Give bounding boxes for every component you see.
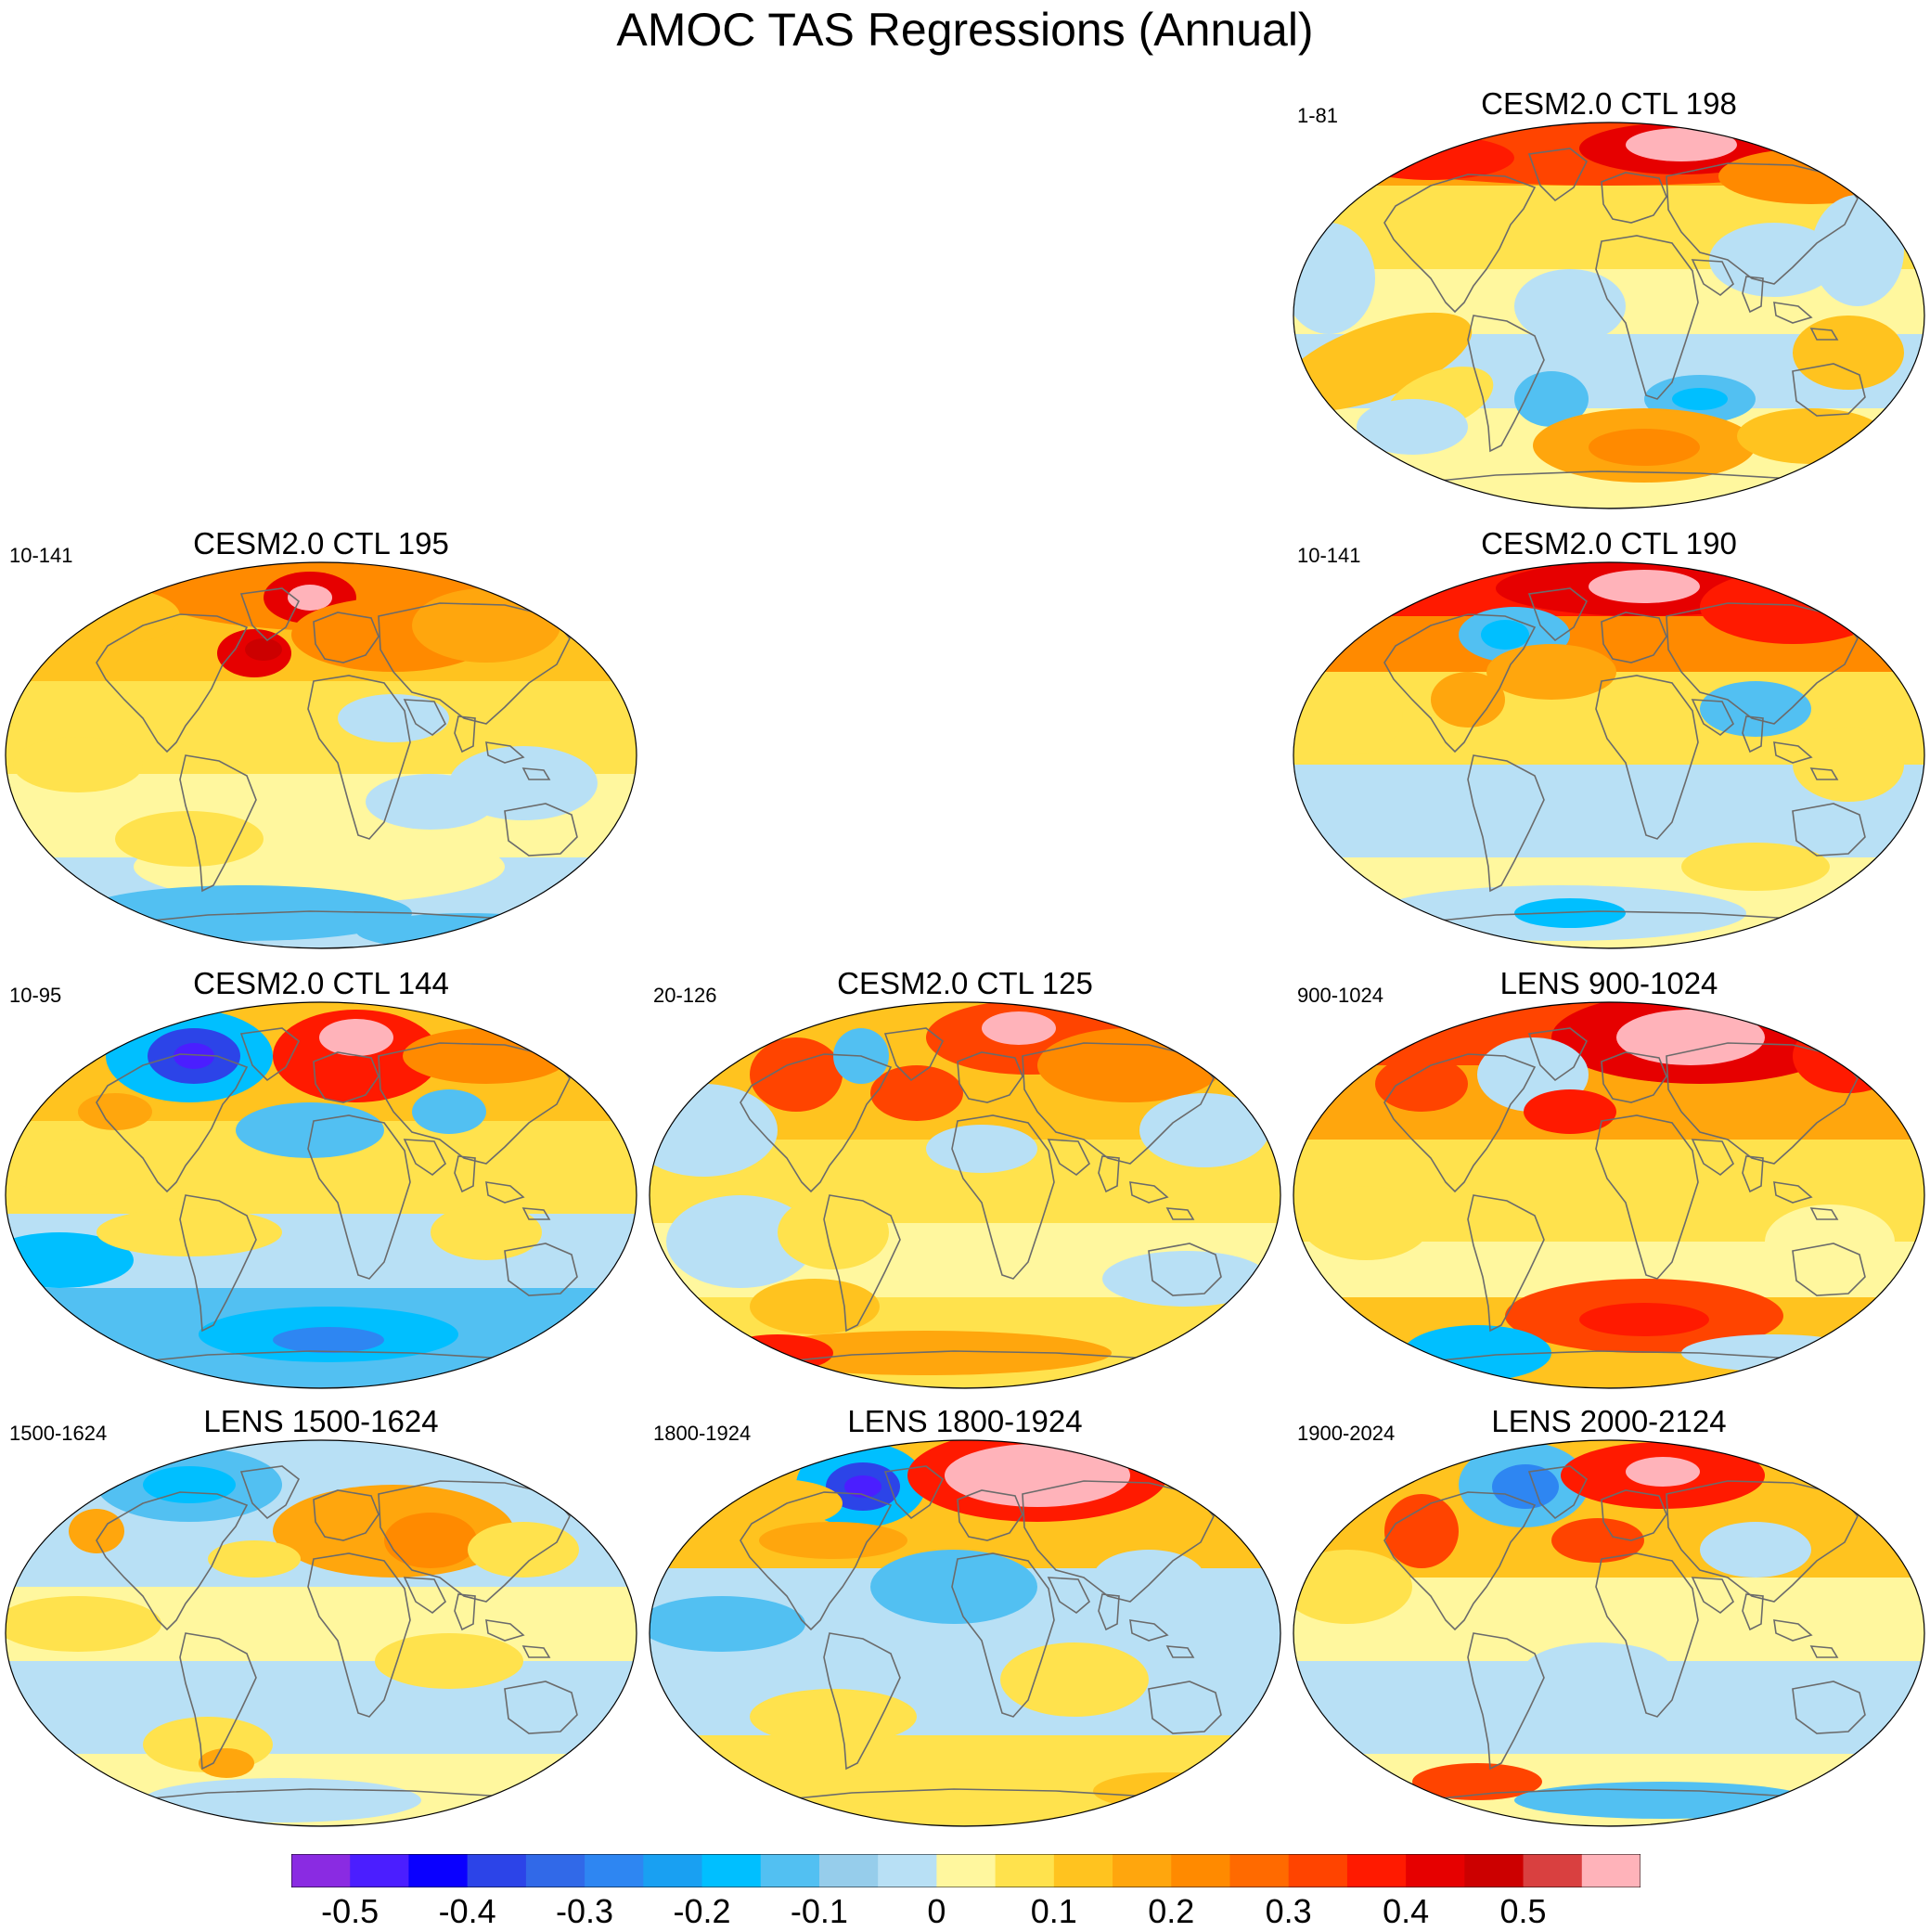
panel-year-range: 1500-1624 xyxy=(9,1422,108,1445)
colorbar-swatch xyxy=(350,1854,409,1887)
world-map xyxy=(1293,561,1925,949)
colorbar-swatch xyxy=(408,1854,469,1887)
map-panel-lens900: LENS 900-1024 900-1024 xyxy=(1288,965,1930,1389)
colorbar-tick-label: -0.3 xyxy=(556,1892,614,1930)
anomaly-field xyxy=(6,562,637,948)
panel-year-range: 900-1024 xyxy=(1297,984,1383,1007)
panel-year-range: 10-141 xyxy=(1297,544,1361,567)
world-map xyxy=(1293,122,1925,509)
colorbar-swatch xyxy=(1113,1854,1172,1887)
panel-title: LENS 1500-1624 xyxy=(203,1404,439,1438)
map-panel-ctl144: CESM2.0 CTL 144 10-95 xyxy=(0,965,642,1389)
anomaly-field xyxy=(1293,122,1924,509)
panel-year-range: 20-126 xyxy=(653,984,717,1007)
panel-title: CESM2.0 CTL 195 xyxy=(193,526,449,560)
map-boundary xyxy=(5,1439,637,1827)
colorbar-swatch xyxy=(1053,1854,1113,1887)
colorbar-tick-label: -0.2 xyxy=(673,1892,731,1930)
map-boundary xyxy=(1293,561,1925,949)
colorbar-swatch xyxy=(525,1854,585,1887)
colorbar-tick-label: 0.4 xyxy=(1383,1892,1430,1930)
map-boundary xyxy=(1293,122,1925,509)
colorbar-tick-label: 0.2 xyxy=(1148,1892,1195,1930)
colorbar-swatch xyxy=(995,1854,1055,1887)
panel-year-range: 1900-2024 xyxy=(1297,1422,1396,1445)
map-boundary xyxy=(5,1001,637,1389)
colorbar-tick-label: 0.5 xyxy=(1499,1892,1547,1930)
map-boundary xyxy=(1293,1439,1925,1827)
figure-title: AMOC TAS Regressions (Annual) xyxy=(616,4,1314,56)
colorbar-tick-label: -0.1 xyxy=(790,1892,848,1930)
map-panel-lens1800: LENS 1800-1924 1800-1924 xyxy=(644,1403,1286,1827)
panel-title: CESM2.0 CTL 190 xyxy=(1481,526,1737,560)
colorbar-swatch xyxy=(291,1854,351,1887)
colorbar-swatch xyxy=(818,1854,879,1887)
map-panel-ctl190: CESM2.0 CTL 190 10-141 xyxy=(1288,525,1930,949)
world-map xyxy=(649,1439,1281,1827)
colorbar-swatch xyxy=(1406,1854,1465,1887)
colorbar-swatch xyxy=(936,1854,997,1887)
map-boundary xyxy=(649,1001,1281,1389)
colorbar-swatch xyxy=(1581,1854,1640,1887)
colorbar-tick-label: 0.3 xyxy=(1265,1892,1312,1930)
colorbar-swatch xyxy=(1523,1854,1583,1887)
panel-year-range: 10-95 xyxy=(9,984,62,1007)
colorbar-swatch xyxy=(701,1854,762,1887)
world-map xyxy=(5,561,637,949)
world-map xyxy=(1293,1001,1925,1389)
colorbar-swatch xyxy=(643,1854,703,1887)
map-panel-ctl125: CESM2.0 CTL 125 20-126 xyxy=(644,965,1286,1389)
world-map xyxy=(649,1001,1281,1389)
map-panel-lens2000: LENS 2000-2124 1900-2024 xyxy=(1288,1403,1930,1827)
map-panel-ctl198: CESM2.0 CTL 198 1-81 xyxy=(1288,85,1930,509)
colorbar-tick-label: -0.5 xyxy=(321,1892,380,1930)
panel-title: CESM2.0 CTL 125 xyxy=(837,966,1093,1000)
panel-year-range: 1800-1924 xyxy=(653,1422,752,1445)
panel-title: LENS 2000-2124 xyxy=(1491,1404,1727,1438)
panel-year-range: 1-81 xyxy=(1297,104,1339,127)
colorbar-swatch xyxy=(585,1854,644,1887)
panel-year-range: 10-141 xyxy=(9,544,73,567)
panel-title: LENS 900-1024 xyxy=(1499,966,1718,1000)
colorbar-swatch xyxy=(1346,1854,1407,1887)
world-map xyxy=(1293,1439,1925,1827)
colorbar-swatch xyxy=(1171,1854,1230,1887)
world-map xyxy=(5,1001,637,1389)
colorbar-tick-label: 0.1 xyxy=(1030,1892,1077,1930)
colorbar-swatch xyxy=(878,1854,937,1887)
colorbar-swatch xyxy=(467,1854,527,1887)
colorbar-swatch xyxy=(760,1854,820,1887)
colorbar xyxy=(291,1854,1640,1887)
colorbar-swatch xyxy=(1229,1854,1290,1887)
colorbar-swatch xyxy=(1464,1854,1525,1887)
map-boundary xyxy=(649,1439,1281,1827)
map-panel-lens1500: LENS 1500-1624 1500-1624 xyxy=(0,1403,642,1827)
colorbar-tick-label: -0.4 xyxy=(438,1892,496,1930)
colorbar-tick-label: 0 xyxy=(927,1892,946,1930)
map-boundary xyxy=(1293,1001,1925,1389)
panel-title: CESM2.0 CTL 198 xyxy=(1481,86,1737,121)
map-boundary xyxy=(5,561,637,949)
map-panel-ctl195: CESM2.0 CTL 195 10-141 xyxy=(0,525,642,949)
world-map xyxy=(5,1439,637,1827)
panel-title: CESM2.0 CTL 144 xyxy=(193,966,449,1000)
panel-title: LENS 1800-1924 xyxy=(847,1404,1083,1438)
colorbar-swatch xyxy=(1288,1854,1348,1887)
